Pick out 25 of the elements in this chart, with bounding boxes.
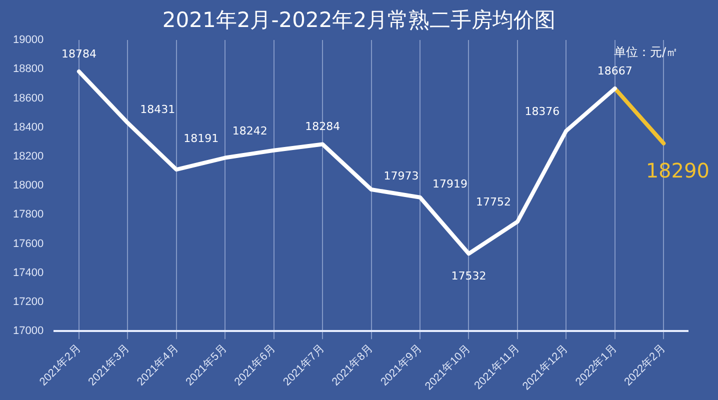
data-label: 18376 xyxy=(524,104,560,118)
y-tick-label: 17000 xyxy=(12,325,44,338)
y-tick-label: 18800 xyxy=(12,63,44,76)
data-label: 18290 xyxy=(646,158,710,182)
data-label: 17752 xyxy=(476,196,511,209)
y-tick-label: 18000 xyxy=(12,180,44,192)
y-tick-label: 17600 xyxy=(12,238,44,250)
chart-title: 2021年2月-2022年2月常熟二手房均价图 xyxy=(161,7,557,34)
data-label: 18191 xyxy=(184,132,219,145)
data-label: 18242 xyxy=(232,124,268,138)
y-tick-label: 17400 xyxy=(12,266,44,279)
data-label: 17973 xyxy=(384,170,419,183)
data-label: 17919 xyxy=(432,177,468,190)
data-label: 18431 xyxy=(140,102,176,116)
y-tick-label: 19000 xyxy=(12,34,44,46)
y-tick-label: 17800 xyxy=(12,208,44,221)
y-tick-label: 18600 xyxy=(12,92,44,104)
y-tick-label: 18400 xyxy=(12,121,44,134)
data-label: 17532 xyxy=(451,270,486,283)
data-label: 18667 xyxy=(597,64,632,78)
y-tick-label: 17200 xyxy=(12,296,44,308)
y-tick-label: 18200 xyxy=(12,150,44,162)
annotation: 单位：元/㎡ xyxy=(614,44,678,61)
data-label: 18284 xyxy=(305,120,340,134)
data-label: 18784 xyxy=(61,47,96,60)
